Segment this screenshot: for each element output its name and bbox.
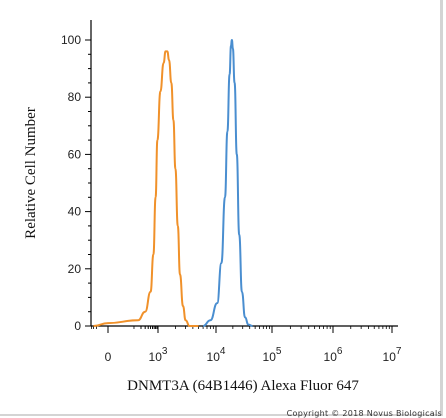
x-tick-label: 105 bbox=[263, 346, 282, 364]
copyright-notice: Copyright © 2018 Novus Biologicals bbox=[286, 409, 442, 418]
x-axis-title: DNMT3A (64B1446) Alexa Fluor 647 bbox=[127, 378, 359, 394]
y-tick-label: 60 bbox=[68, 147, 82, 161]
y-axis-title: Relative Cell Number bbox=[23, 107, 39, 239]
y-tick-label: 40 bbox=[68, 205, 82, 219]
y-tick-label: 80 bbox=[68, 90, 82, 104]
histogram-series-1 bbox=[93, 50, 199, 327]
x-tick-label: 0 bbox=[105, 350, 112, 364]
y-tick-label: 0 bbox=[74, 319, 81, 333]
x-tick-label: 103 bbox=[149, 346, 168, 364]
histogram-series-2 bbox=[202, 39, 253, 327]
y-tick-label: 100 bbox=[61, 33, 81, 47]
x-tick-label: 107 bbox=[383, 346, 402, 364]
x-tick-label: 104 bbox=[207, 346, 226, 364]
y-tick-label: 20 bbox=[68, 262, 82, 276]
x-tick-label: 106 bbox=[324, 346, 343, 364]
